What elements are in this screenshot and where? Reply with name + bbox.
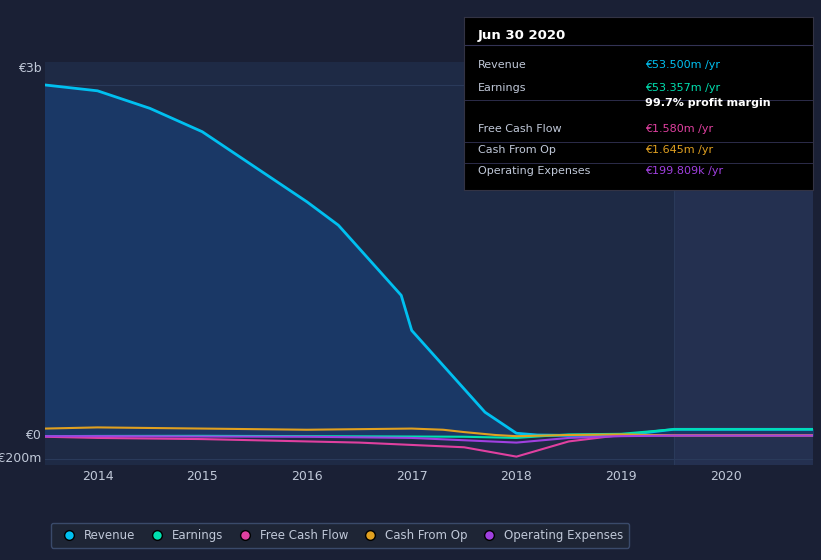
Text: -€200m: -€200m xyxy=(0,452,41,465)
Text: €1.580m /yr: €1.580m /yr xyxy=(645,124,713,134)
Text: 99.7% profit margin: 99.7% profit margin xyxy=(645,99,771,109)
Text: €53.500m /yr: €53.500m /yr xyxy=(645,60,720,70)
Text: €3b: €3b xyxy=(18,62,41,74)
Text: Cash From Op: Cash From Op xyxy=(478,145,556,155)
Text: €0: €0 xyxy=(25,429,41,442)
Text: €1.645m /yr: €1.645m /yr xyxy=(645,145,713,155)
Bar xyxy=(673,62,813,465)
Text: Earnings: Earnings xyxy=(478,83,526,93)
Text: €199.809k /yr: €199.809k /yr xyxy=(645,166,723,176)
Text: Revenue: Revenue xyxy=(478,60,526,70)
Legend: Revenue, Earnings, Free Cash Flow, Cash From Op, Operating Expenses: Revenue, Earnings, Free Cash Flow, Cash … xyxy=(51,523,629,548)
Text: Free Cash Flow: Free Cash Flow xyxy=(478,124,562,134)
Text: €53.357m /yr: €53.357m /yr xyxy=(645,83,721,93)
Text: Jun 30 2020: Jun 30 2020 xyxy=(478,29,566,42)
Text: Operating Expenses: Operating Expenses xyxy=(478,166,590,176)
